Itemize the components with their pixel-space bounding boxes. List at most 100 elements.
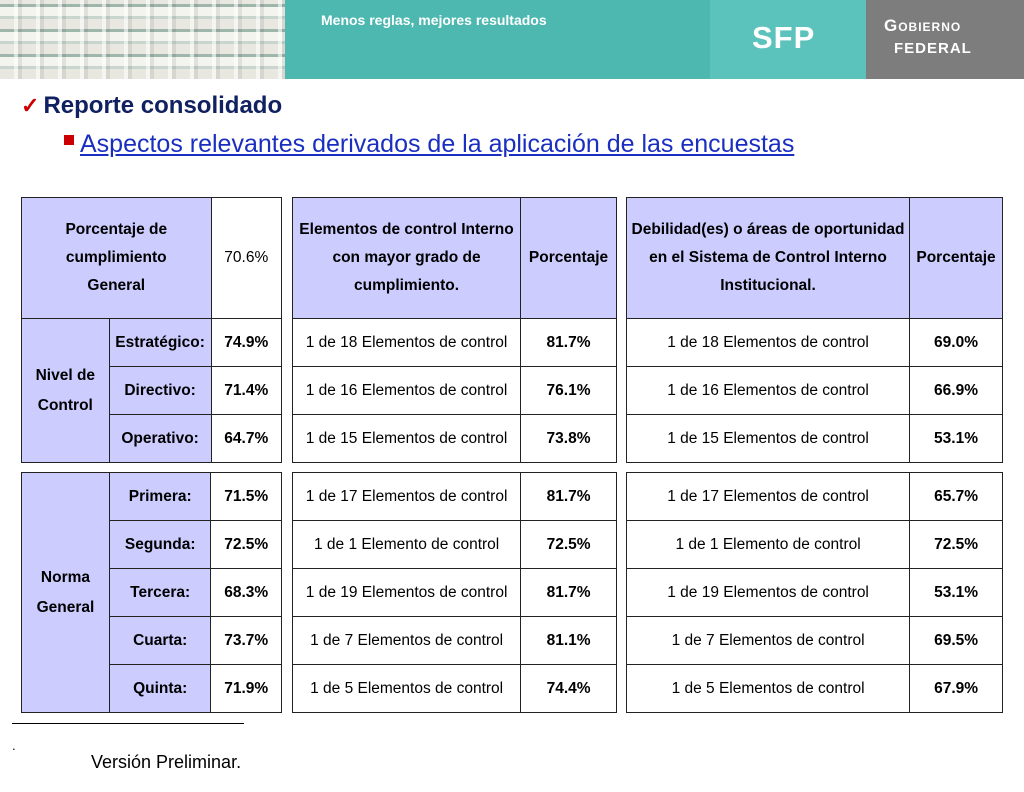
table-row: 1 de 15 Elementos de control 53.1%	[625, 414, 1003, 463]
table-row: 1 de 5 Elementos de control 74.4%	[291, 664, 617, 713]
table-row: 1 de 7 Elementos de control 69.5%	[625, 616, 1003, 665]
row-pct: 69.0%	[909, 318, 1003, 367]
row-desc: 1 de 18 Elementos de control	[625, 318, 911, 367]
header-porcentaje: Porcentaje	[520, 197, 617, 319]
row-pct: 53.1%	[909, 568, 1003, 617]
row-pct: 81.7%	[520, 568, 617, 617]
row-label: Segunda:	[108, 520, 212, 569]
table-row: 1 de 19 Elementos de control 81.7%	[291, 568, 617, 617]
row-pct: 69.5%	[909, 616, 1003, 665]
row-pct: 76.1%	[520, 366, 617, 415]
row-pct: 73.8%	[520, 414, 617, 463]
row-pct: 72.5%	[909, 520, 1003, 569]
row-desc: 1 de 7 Elementos de control	[291, 616, 522, 665]
footnote-text: Versión Preliminar.	[91, 752, 242, 772]
general-label-cell: Porcentaje de cumplimiento General	[21, 197, 212, 319]
row-pct: 66.9%	[909, 366, 1003, 415]
table-row: 1 de 16 Elementos de control 66.9%	[625, 366, 1003, 415]
table-row: 1 de 18 Elementos de control 69.0%	[625, 318, 1003, 367]
row-desc: 1 de 1 Elemento de control	[291, 520, 522, 569]
table-row: 1 de 7 Elementos de control 81.1%	[291, 616, 617, 665]
row-pct: 81.7%	[520, 472, 617, 521]
table-row: 1 de 18 Elementos de control 81.7%	[291, 318, 617, 367]
table-row: Directivo: 71.4%	[22, 366, 283, 415]
row-value: 74.9%	[210, 318, 283, 367]
table-row: Quinta: 71.9%	[22, 664, 282, 713]
row-value: 64.7%	[210, 414, 283, 463]
row-label: Directivo:	[108, 366, 212, 415]
header-porcentaje: Porcentaje	[909, 197, 1003, 319]
table-row: Debilidad(es) o áreas de oportunidad en …	[625, 197, 1003, 319]
table-row: Segunda: 72.5%	[22, 520, 282, 569]
row-desc: 1 de 19 Elementos de control	[291, 568, 522, 617]
page-title: ✓ Reporte consolidado	[21, 92, 282, 120]
row-desc: 1 de 16 Elementos de control	[291, 366, 522, 415]
row-desc: 1 de 1 Elemento de control	[625, 520, 911, 569]
row-pct: 53.1%	[909, 414, 1003, 463]
page-subtitle: Aspectos relevantes derivados de la apli…	[64, 130, 794, 159]
table-row: Nivel de Control Estratégico: 74.9%	[21, 318, 283, 463]
row-desc: 1 de 17 Elementos de control	[291, 472, 522, 521]
row-pct: 81.1%	[520, 616, 617, 665]
row-value: 71.5%	[210, 472, 282, 521]
table-row: 1 de 15 Elementos de control 73.8%	[291, 414, 617, 463]
row-value: 71.9%	[210, 664, 282, 713]
row-pct: 67.9%	[909, 664, 1003, 713]
banner-photo	[0, 0, 285, 79]
row-desc: 1 de 15 Elementos de control	[625, 414, 911, 463]
sfp-logo: SFP	[752, 20, 816, 55]
table-cumplimiento-nivel: Porcentaje de cumplimiento General 70.6%…	[21, 197, 283, 463]
federal-line: Federal	[894, 40, 972, 57]
header-banner: Menos reglas, mejores resultados SFP Gob…	[0, 0, 1024, 79]
table-row: Porcentaje de cumplimiento General 70.6%	[21, 197, 283, 319]
page-title-text: Reporte consolidado	[43, 92, 283, 119]
table-mayor-cumplimiento: Elementos de control Interno con mayor g…	[291, 197, 617, 463]
row-desc: 1 de 18 Elementos de control	[291, 318, 522, 367]
row-pct: 65.7%	[909, 472, 1003, 521]
row-desc: 1 de 16 Elementos de control	[625, 366, 911, 415]
gobierno-text: Gobierno	[884, 16, 962, 35]
table-row: 1 de 19 Elementos de control 53.1%	[625, 568, 1003, 617]
federal-text: Federal	[894, 40, 972, 57]
table-row: Elementos de control Interno con mayor g…	[291, 197, 617, 319]
row-value: 68.3%	[210, 568, 282, 617]
row-label: Operativo:	[108, 414, 212, 463]
table-row: 1 de 1 Elemento de control 72.5%	[291, 520, 617, 569]
row-value: 72.5%	[210, 520, 282, 569]
nivel-control-label: Nivel de Control	[21, 318, 110, 463]
row-label: Estratégico:	[108, 318, 212, 367]
header-elementos: Elementos de control Interno con mayor g…	[291, 197, 522, 319]
table-row: 1 de 5 Elementos de control 67.9%	[625, 664, 1003, 713]
table-mayor-cumplimiento-norma: 1 de 17 Elementos de control 81.7% 1 de …	[291, 472, 617, 713]
table-debilidades-norma: 1 de 17 Elementos de control 65.7% 1 de …	[625, 472, 1003, 713]
row-value: 73.7%	[210, 616, 282, 665]
sfp-logo-area	[710, 0, 866, 79]
table-debilidades: Debilidad(es) o áreas de oportunidad en …	[625, 197, 1003, 463]
page-subtitle-text: Aspectos relevantes derivados de la apli…	[80, 130, 795, 158]
row-desc: 1 de 7 Elementos de control	[625, 616, 911, 665]
table-row: Operativo: 64.7%	[22, 414, 283, 463]
table-row: 1 de 1 Elemento de control 72.5%	[625, 520, 1003, 569]
row-pct: 81.7%	[520, 318, 617, 367]
table-row: 1 de 16 Elementos de control 76.1%	[291, 366, 617, 415]
table-row: 1 de 17 Elementos de control 81.7%	[291, 472, 617, 521]
footnote-divider	[12, 723, 244, 724]
table-row: 1 de 17 Elementos de control 65.7%	[625, 472, 1003, 521]
row-desc: 1 de 15 Elementos de control	[291, 414, 522, 463]
table-row: Cuarta: 73.7%	[22, 616, 282, 665]
row-value: 71.4%	[210, 366, 283, 415]
table-row: Tercera: 68.3%	[22, 568, 282, 617]
norma-general-label: Norma General	[21, 472, 110, 713]
row-pct: 72.5%	[520, 520, 617, 569]
footnote-marker: .	[12, 738, 16, 753]
banner-slogan: Menos reglas, mejores resultados	[321, 12, 547, 28]
row-label: Tercera:	[108, 568, 212, 617]
table-row: Norma General Primera: 71.5%	[21, 472, 282, 713]
row-desc: 1 de 19 Elementos de control	[625, 568, 911, 617]
gobierno-line1: Gobierno	[884, 16, 961, 36]
row-label: Quinta:	[108, 664, 212, 713]
row-desc: 1 de 17 Elementos de control	[625, 472, 911, 521]
checkmark-icon: ✓	[21, 93, 40, 118]
square-bullet-icon	[64, 135, 74, 145]
row-pct: 74.4%	[520, 664, 617, 713]
